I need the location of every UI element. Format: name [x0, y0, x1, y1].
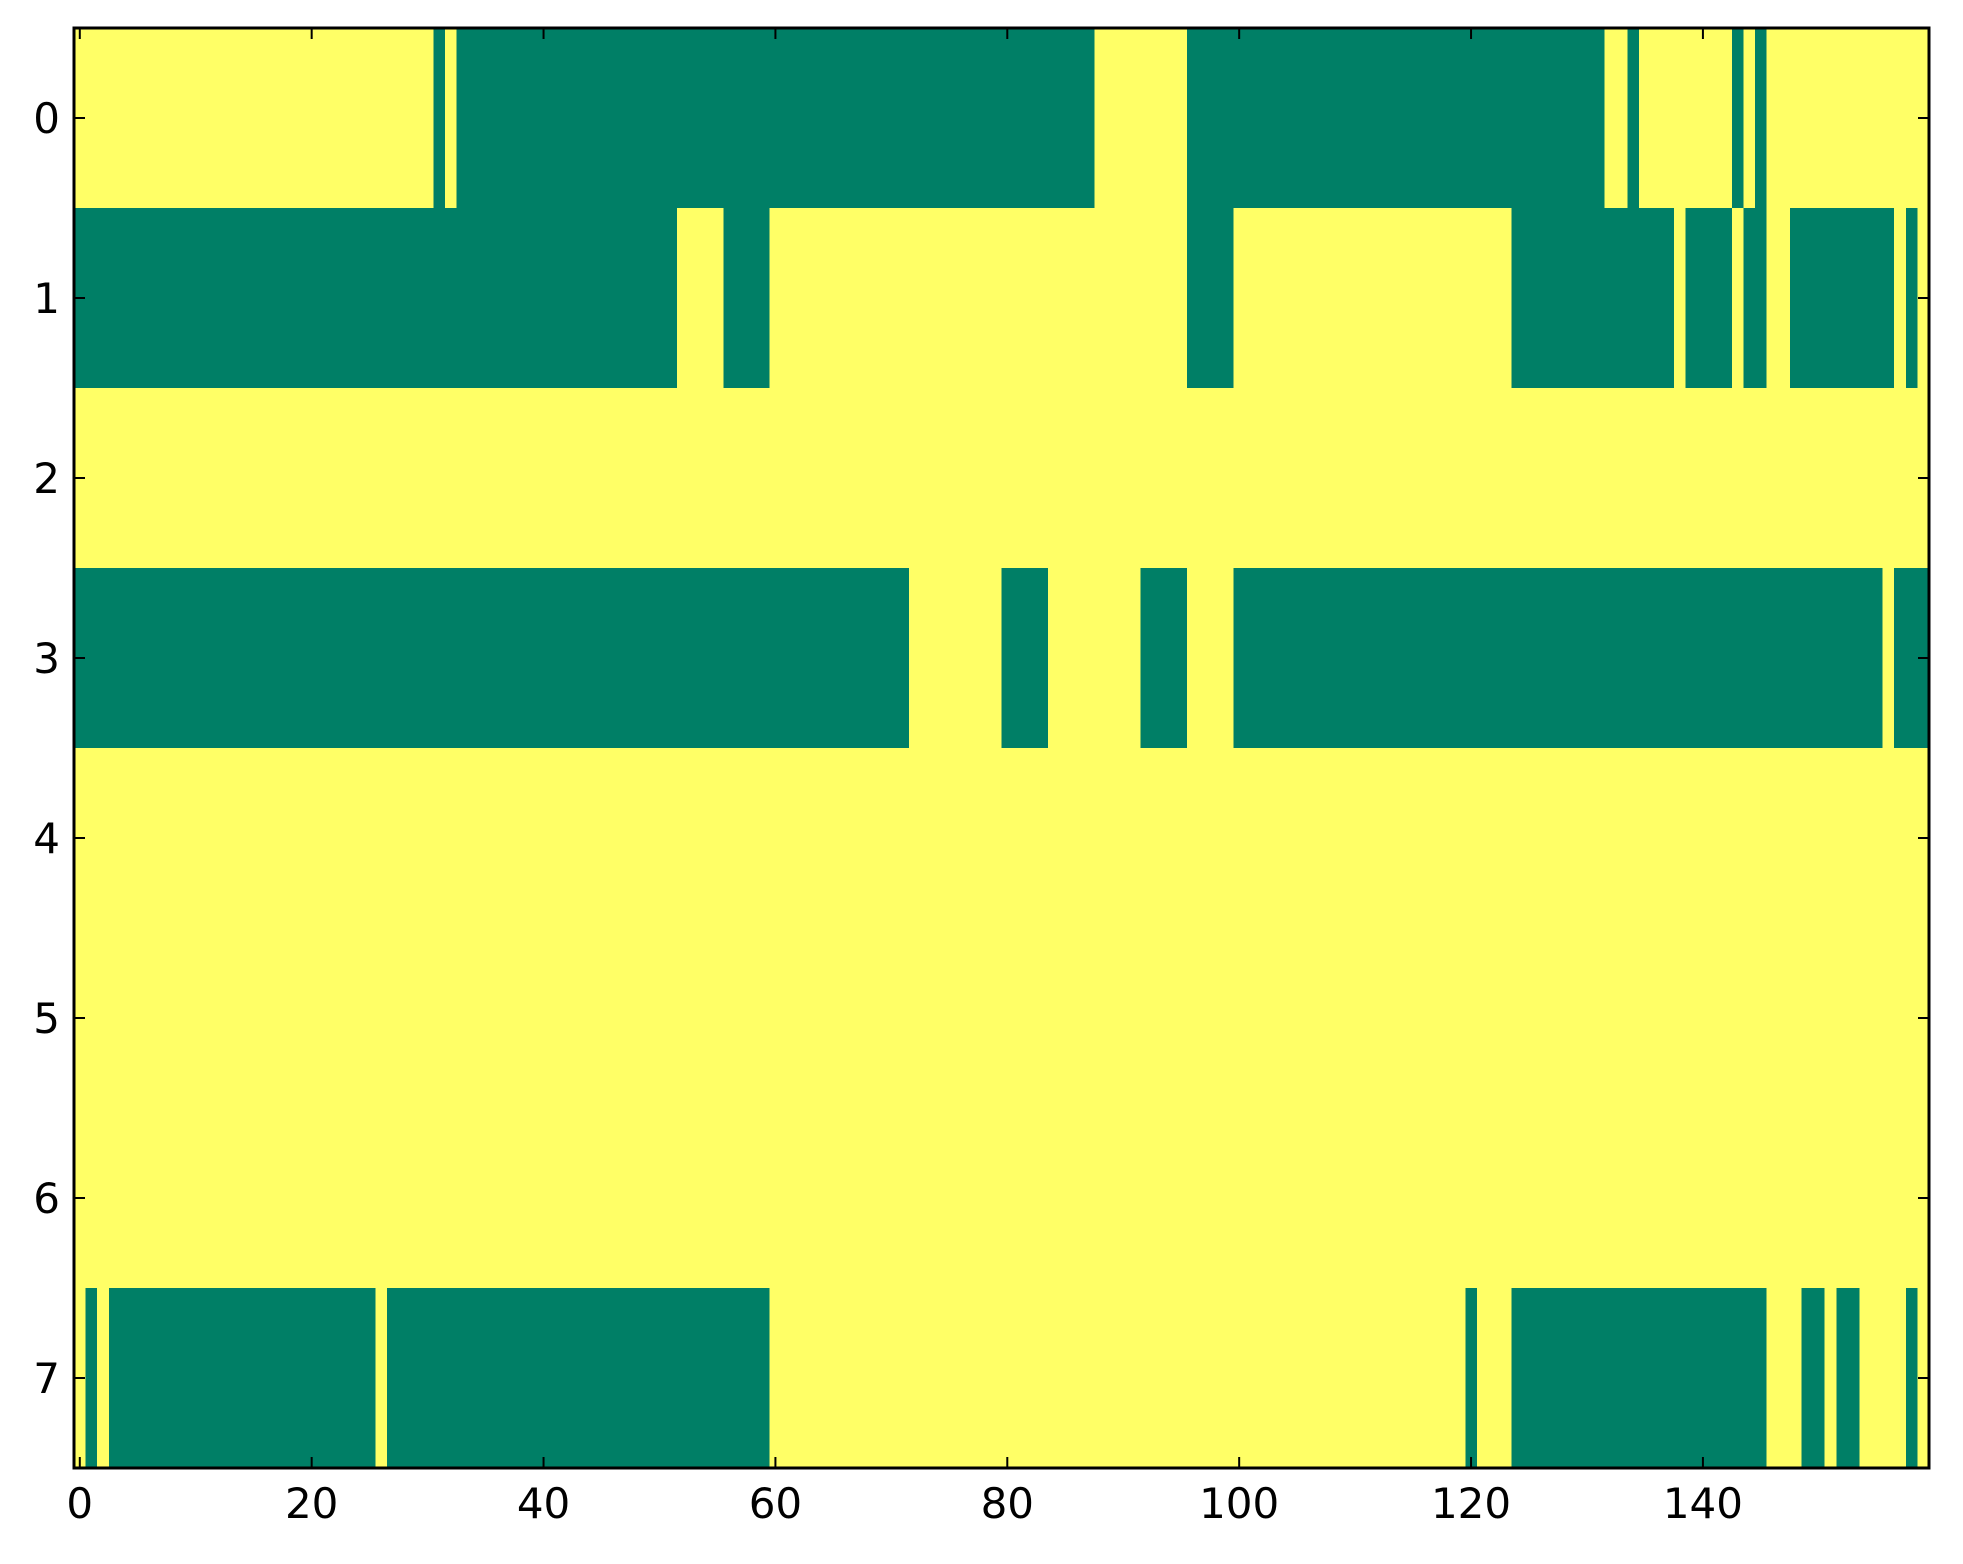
heatmap-cell-run-row-7 [1511, 1288, 1767, 1468]
y-tick-label: 6 [33, 1174, 60, 1223]
heatmap-cell-run-row-7 [1801, 1288, 1825, 1468]
heatmap-cell-run-row-3 [1140, 568, 1188, 748]
heatmap-cell-run-row-1 [1905, 208, 1918, 388]
heatmap-cell-run-row-3 [1001, 568, 1048, 748]
heatmap-cell-run-row-3 [74, 568, 909, 748]
heatmap-cell-run-row-1 [1511, 208, 1674, 388]
plot-area [74, 28, 1929, 1468]
axes-frame [72, 26, 1931, 1470]
x-tick-label: 40 [517, 1479, 570, 1528]
y-tick-label: 1 [33, 274, 60, 323]
heatmap-cell-run-row-7 [108, 1288, 376, 1468]
heatmap-cell-run-row-1 [1743, 208, 1767, 388]
x-tick-label: 0 [66, 1479, 93, 1528]
y-tick-label: 2 [33, 454, 60, 503]
heatmap-cell-run-row-0 [1627, 28, 1640, 208]
x-tick-label: 60 [749, 1479, 802, 1528]
heatmap-cell-run-row-1 [74, 208, 677, 388]
heatmap-cell-run-row-7 [85, 1288, 98, 1468]
y-tick-label: 5 [33, 994, 60, 1043]
x-axis-tick-labels: 0 20 40 60 80 100 120 140 [66, 1479, 1743, 1528]
heatmap-cell-run-row-0 [456, 28, 1095, 208]
y-tick-label: 4 [33, 814, 60, 863]
x-tick-label: 100 [1199, 1479, 1279, 1528]
heatmap-cell-run-row-7 [387, 1288, 770, 1468]
heatmap-cell-run-row-0 [1187, 28, 1605, 208]
heatmap-cell-run-row-0 [433, 28, 445, 208]
heatmap-cell-run-row-7 [1836, 1288, 1860, 1468]
y-tick-label: 0 [33, 94, 60, 143]
heatmap-cell-run-row-1 [723, 208, 770, 388]
y-tick-label: 7 [33, 1354, 60, 1403]
heatmap-cell-run-row-0 [1755, 28, 1767, 208]
heatmap-cell-run-row-7 [1905, 1288, 1918, 1468]
x-tick-label: 140 [1663, 1479, 1743, 1528]
heatmap-cell-run-row-1 [1187, 208, 1234, 388]
axis-ticks [74, 28, 1929, 1468]
heatmap-cell-run-row-0 [1731, 28, 1744, 208]
heatmap-cell-run-row-1 [1685, 208, 1732, 388]
y-axis-tick-labels: 0 1 2 3 4 5 6 7 [33, 94, 60, 1403]
heatmap-cell-run-row-1 [1789, 208, 1895, 388]
x-tick-label: 20 [285, 1479, 338, 1528]
heatmap-cell-run-row-3 [1233, 568, 1883, 748]
x-tick-label: 80 [981, 1479, 1034, 1528]
y-tick-label: 3 [33, 634, 60, 683]
x-tick-label: 120 [1431, 1479, 1511, 1528]
heatmap-cell-run-row-7 [1465, 1288, 1477, 1468]
heatmap-cells [74, 28, 1929, 1468]
